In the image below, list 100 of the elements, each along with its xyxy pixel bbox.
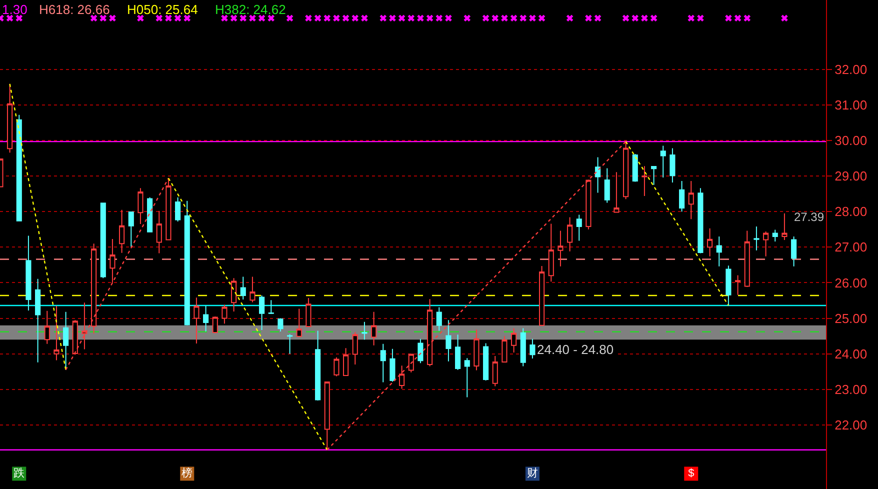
candlestick — [296, 308, 302, 337]
y-tick-label: 23.00 — [834, 382, 868, 397]
candlestick — [698, 188, 704, 254]
y-tick-label: 24.00 — [834, 346, 868, 362]
annotation: 1.30 — [2, 2, 28, 17]
candlestick — [16, 114, 22, 222]
candlestick — [287, 334, 293, 354]
candlestick — [483, 342, 489, 382]
candlestick — [175, 196, 181, 222]
candlestick — [362, 321, 368, 340]
candlestick — [222, 304, 228, 324]
ref-line-label: H382: 24.62 — [215, 2, 286, 17]
candlestick — [371, 311, 377, 346]
candlestick — [128, 211, 134, 248]
candlestick — [558, 230, 564, 267]
candlestick — [595, 156, 601, 194]
candlestick — [539, 266, 545, 326]
band-label: 24.40 - 24.80 — [537, 342, 614, 357]
candlestick — [184, 200, 190, 326]
candlestick — [530, 338, 536, 359]
y-tick-label: 32.00 — [834, 62, 868, 77]
candlestick — [63, 311, 69, 370]
candlestick — [72, 320, 78, 356]
candlestick — [670, 148, 676, 183]
candlestick — [446, 320, 452, 362]
candlestick — [26, 235, 32, 311]
candlestick — [306, 298, 312, 327]
candlestick — [614, 172, 620, 213]
data-label: 榜 — [182, 466, 193, 480]
y-tick-label: 31.00 — [834, 97, 868, 112]
ref-line-label: H050: 25.64 — [127, 2, 198, 17]
candlestick — [278, 318, 284, 332]
candlestick — [754, 226, 760, 251]
candlestick — [576, 214, 582, 242]
candlestick — [54, 305, 60, 361]
candlestick — [343, 348, 349, 376]
candlestick — [586, 179, 592, 230]
candlestick — [763, 231, 769, 257]
candlestick — [427, 298, 433, 367]
y-tick-label: 22.00 — [834, 418, 868, 433]
candlestick — [744, 230, 750, 288]
candlestick — [474, 329, 480, 371]
candlestick — [726, 265, 732, 306]
y-tick-label: 28.00 — [834, 204, 868, 220]
candlestick — [651, 166, 657, 186]
candlestick — [436, 306, 442, 332]
candlestick — [44, 310, 50, 344]
candlestick — [259, 295, 265, 331]
candlestick — [492, 355, 498, 387]
candlestick — [203, 305, 209, 332]
data-label: $ — [688, 467, 694, 480]
candlestick — [240, 276, 246, 300]
candlestick — [268, 300, 274, 315]
candlestick — [408, 353, 414, 373]
y-tick-label: 30.00 — [834, 133, 868, 148]
candlestick — [679, 180, 685, 212]
data-label: 跌 — [14, 467, 25, 480]
candlestick — [110, 238, 116, 283]
candlestick — [380, 343, 386, 383]
candlestick — [567, 216, 573, 252]
candlestick — [91, 243, 97, 334]
candlestick — [772, 229, 778, 242]
candlestick — [334, 356, 340, 377]
candlestick — [604, 168, 610, 204]
candlestick — [119, 209, 125, 254]
candlestick — [418, 338, 424, 364]
candlestick — [735, 274, 741, 296]
candlestick — [390, 348, 396, 382]
candlestick — [642, 166, 648, 196]
candlestick — [791, 236, 797, 267]
candlestick — [707, 228, 713, 257]
candlestick — [82, 302, 88, 350]
annotation: 27.39 — [794, 210, 824, 224]
y-tick-label: 25.00 — [834, 310, 868, 326]
candlestick — [100, 202, 106, 279]
candlestick — [212, 316, 218, 334]
y-tick-label: 26.00 — [834, 275, 868, 290]
y-tick-label: 29.00 — [834, 168, 868, 184]
candlestick — [455, 334, 461, 370]
candlestick — [660, 145, 666, 178]
candlestick — [35, 278, 41, 363]
candlestick — [548, 223, 554, 282]
candlestick — [315, 330, 321, 401]
data-label: 财 — [526, 466, 538, 480]
candlestick — [352, 332, 358, 366]
candlestick — [147, 196, 153, 232]
candlestick — [688, 180, 694, 220]
candlestick — [250, 276, 256, 303]
candlestick — [716, 236, 722, 267]
candlestick — [511, 328, 517, 353]
ref-line-label: H618: 26.66 — [39, 2, 110, 17]
candlestick — [194, 297, 200, 344]
candlestick — [502, 336, 508, 363]
candlestick — [520, 328, 526, 367]
y-tick-label: 27.00 — [834, 240, 868, 255]
candlestick — [399, 365, 405, 390]
candlestick — [156, 210, 162, 254]
candlestick — [782, 212, 788, 241]
candlestick — [138, 188, 144, 225]
candlestick — [632, 153, 638, 182]
